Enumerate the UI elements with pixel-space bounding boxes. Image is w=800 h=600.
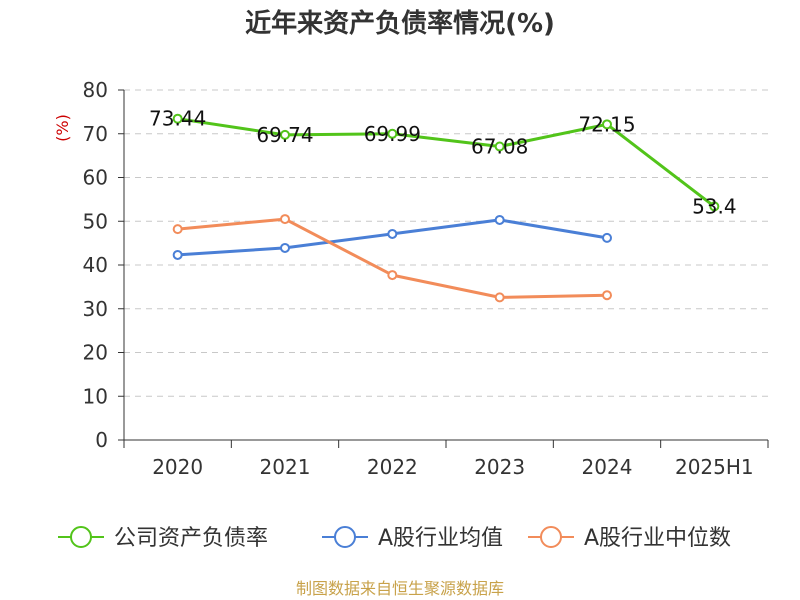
- y-tick-label: 70: [83, 122, 108, 146]
- axes: 0 10 20 30 40 50 60 70 80 2020 2021 2022 2023 2024 202…: [83, 78, 769, 479]
- y-tick-label: 0: [95, 428, 108, 452]
- x-tick-label: 2024: [582, 455, 633, 479]
- y-tick-label: 50: [83, 209, 108, 233]
- data-point: [602, 119, 612, 130]
- data-point: [602, 232, 612, 243]
- data-point: [172, 249, 183, 260]
- data-point: [387, 270, 398, 281]
- data-label: 69.99: [364, 122, 421, 146]
- data-point: [280, 214, 290, 225]
- legend-item-2[interactable]: A股行业中位数: [528, 526, 731, 551]
- data-point: [494, 292, 505, 303]
- y-tick-label: 60: [83, 166, 108, 190]
- y-tick-label: 20: [83, 341, 108, 365]
- data-point: [602, 290, 612, 301]
- legend: 公司资产负债率 A股行业均值 A股行业中位数: [58, 526, 731, 551]
- legend-marker: [540, 526, 562, 548]
- x-tick-label: 2022: [367, 455, 418, 479]
- data-point: [494, 141, 505, 152]
- data-point: [494, 214, 505, 225]
- legend-label: A股行业均值: [378, 526, 503, 551]
- series-group: [172, 113, 720, 303]
- y-tick-label: 10: [83, 384, 108, 408]
- source-note: 制图数据来自恒生聚源数据库: [296, 579, 504, 598]
- data-label: 53.4: [692, 194, 737, 218]
- legend-item-0[interactable]: 公司资产负债率: [58, 526, 268, 551]
- x-tick-label: 2021: [260, 455, 311, 479]
- data-point: [172, 113, 183, 124]
- y-tick-label: 80: [83, 78, 108, 102]
- y-tick-label: 30: [83, 297, 108, 321]
- data-point: [172, 224, 183, 235]
- chart-title: 近年来资产负债率情况(%): [245, 8, 555, 39]
- x-tick-label: 2020: [152, 455, 203, 479]
- data-label: 73.44: [149, 107, 206, 131]
- grid-lines: [124, 89, 768, 397]
- legend-label: A股行业中位数: [584, 526, 731, 551]
- y-tick-label: 40: [83, 253, 108, 277]
- y-axis-label: (%): [53, 114, 72, 142]
- data-label: 72.15: [578, 112, 635, 136]
- legend-marker: [70, 526, 92, 548]
- legend-marker: [334, 526, 356, 548]
- data-labels: 73.44 69.74 69.99 67.08 72.15 53.4: [149, 107, 737, 219]
- data-label: 67.08: [471, 135, 528, 159]
- data-point: [280, 129, 290, 140]
- data-point: [387, 128, 398, 139]
- x-tick-label: 2023: [474, 455, 525, 479]
- data-point: [709, 201, 720, 212]
- legend-label: 公司资产负债率: [114, 526, 268, 551]
- series-line-0: [177, 117, 716, 208]
- data-point: [387, 228, 398, 239]
- legend-item-1[interactable]: A股行业均值: [322, 526, 503, 551]
- data-label: 69.74: [256, 123, 313, 147]
- data-point: [280, 242, 290, 253]
- x-tick-label: 2025H1: [675, 455, 754, 479]
